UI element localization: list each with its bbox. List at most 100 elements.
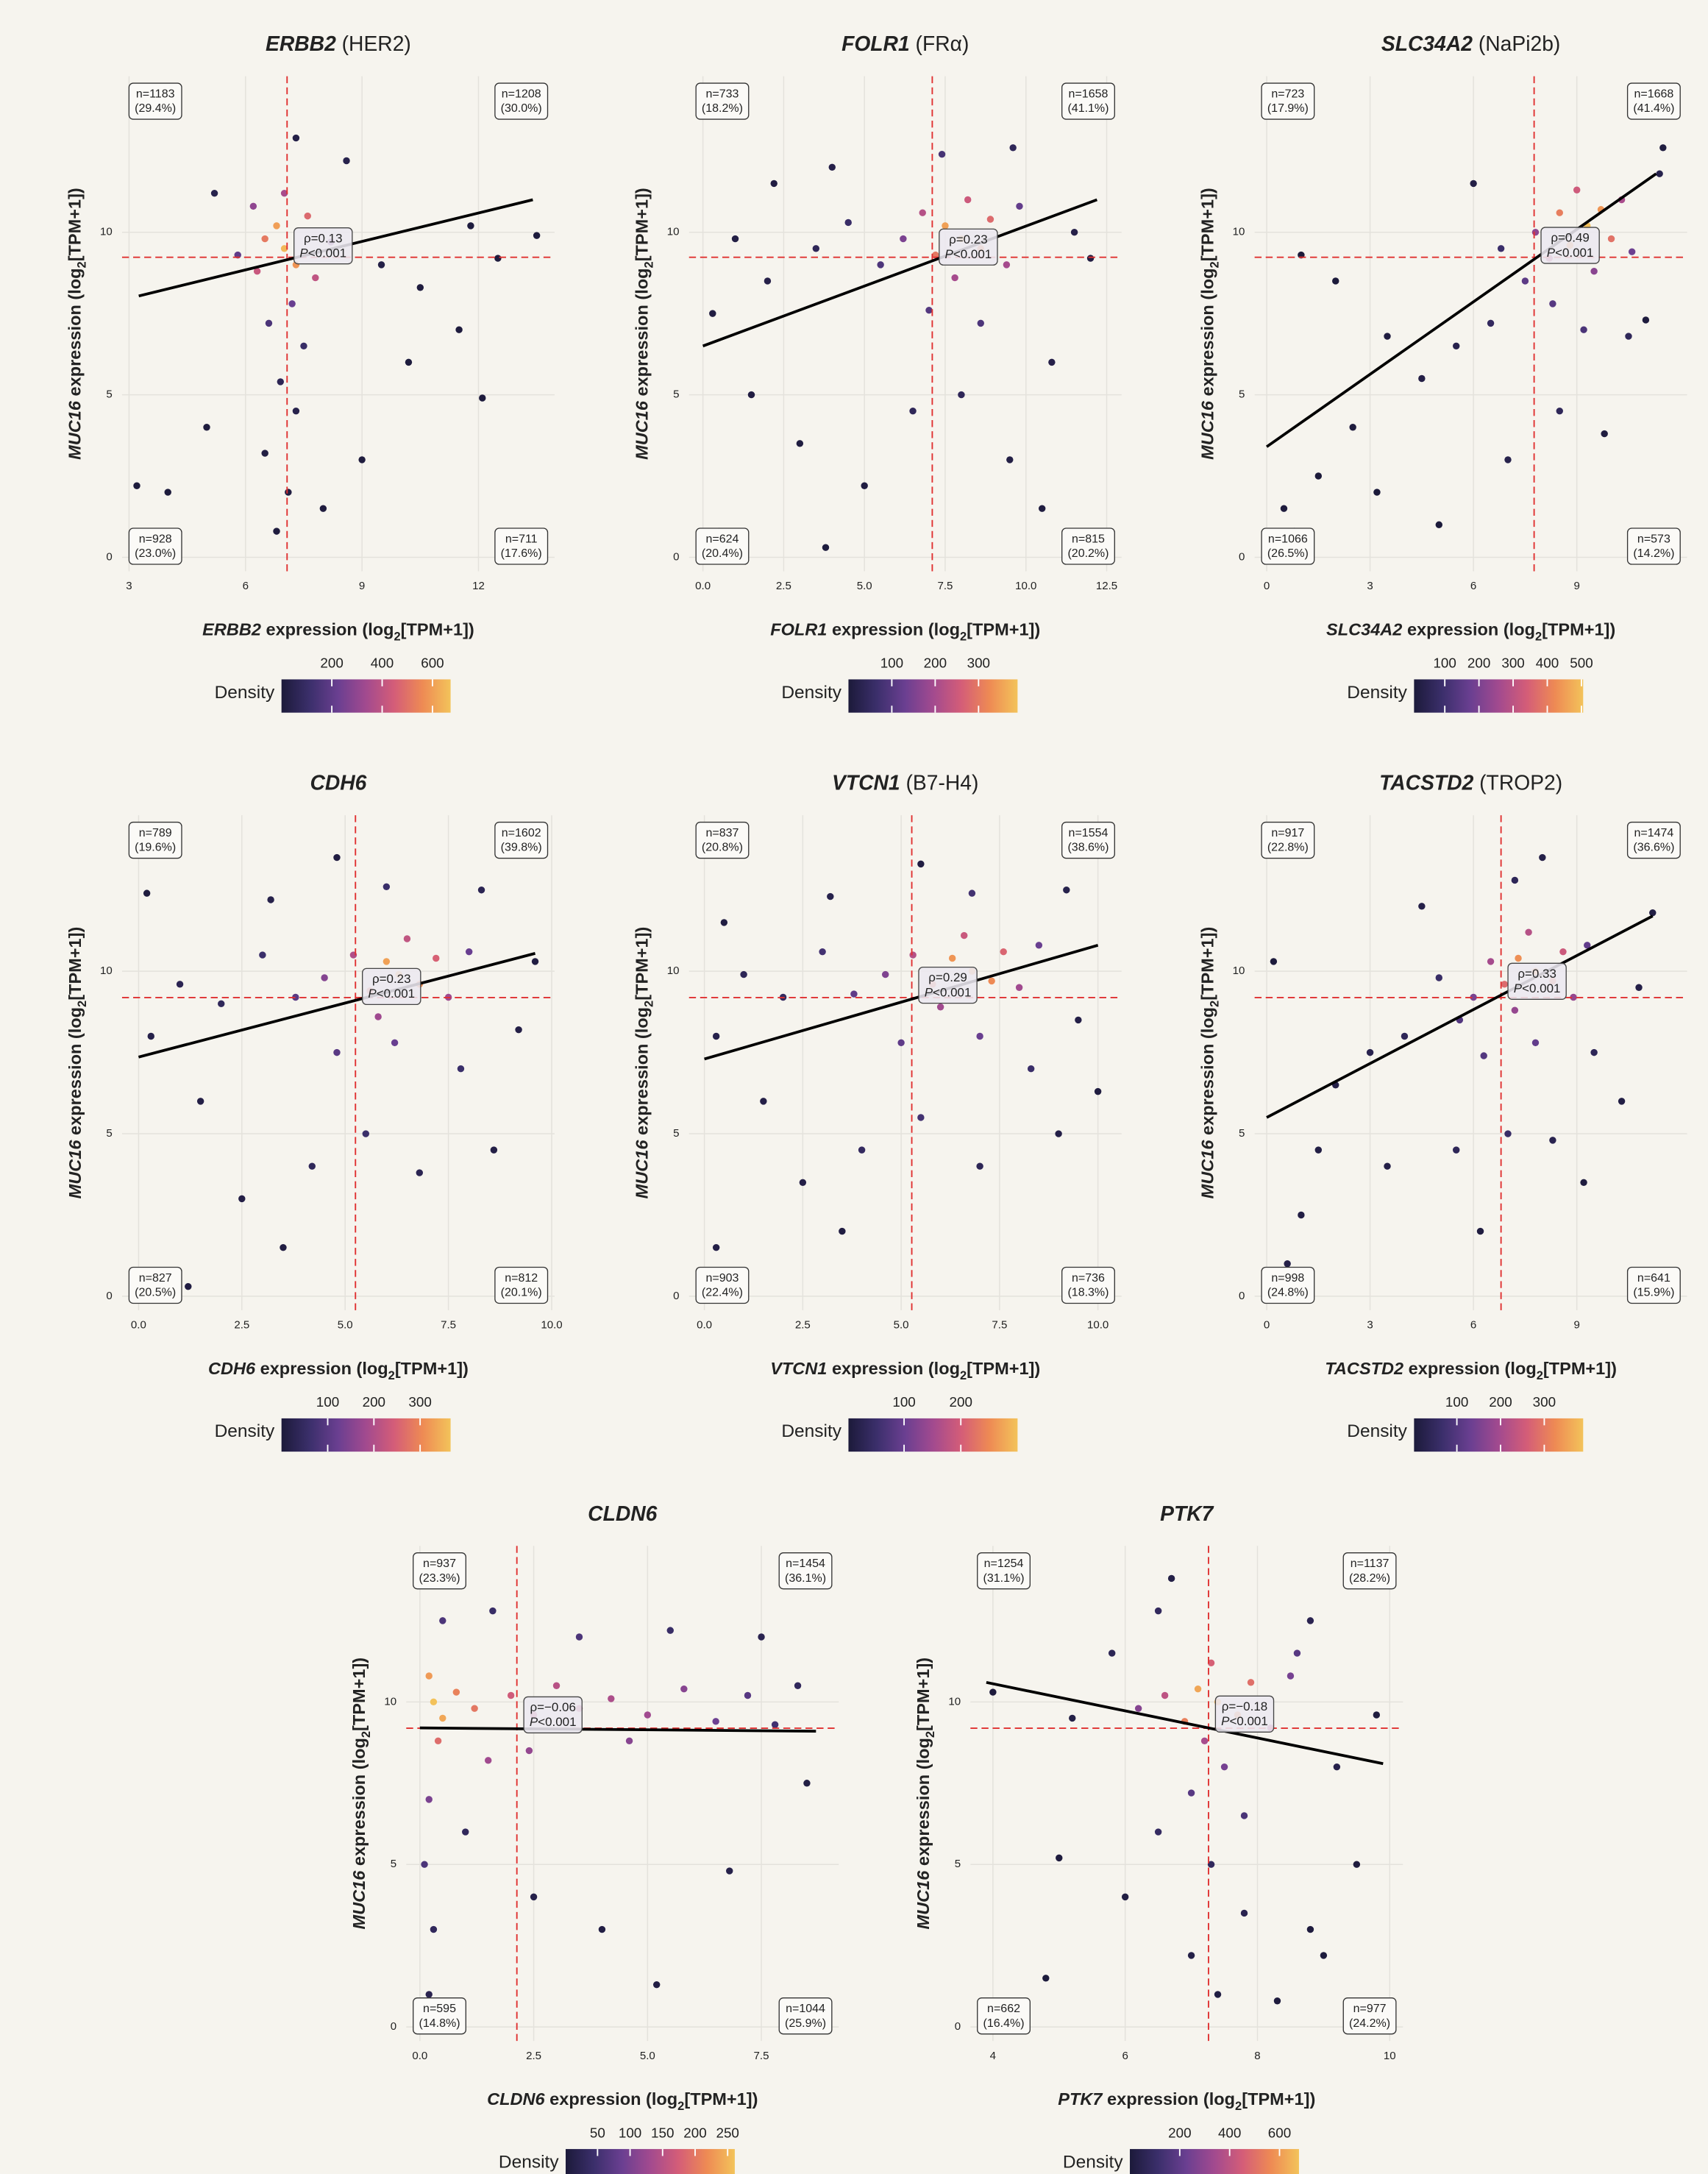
quadrant-count: n=595	[423, 2003, 456, 2015]
axis-label-text: expression (log	[1198, 268, 1217, 401]
y-tick-label: 5	[1239, 1127, 1245, 1140]
stat-box	[523, 1696, 583, 1734]
quadrant-count: n=917	[1271, 827, 1304, 839]
point	[608, 1695, 615, 1702]
point	[819, 948, 826, 956]
title-protein: (NaPi2b)	[1479, 32, 1560, 56]
stat-p-letter: P	[945, 248, 954, 262]
axis-label-text: expression (log	[1403, 1359, 1537, 1378]
point	[1094, 1087, 1102, 1095]
stat-p-letter: P	[299, 246, 308, 260]
y-tick-label: 5	[1239, 388, 1245, 401]
quadrant-percent: (23.3%)	[419, 1572, 460, 1585]
y-tick-label: 10	[1233, 226, 1245, 238]
quadrant-box	[1342, 1552, 1397, 1590]
point	[1187, 1952, 1195, 1959]
quadrant-count: n=812	[505, 1272, 538, 1285]
axis-label: ERBB2 expression (log2[TPM+1])	[202, 620, 474, 644]
quadrant-box	[695, 821, 750, 859]
stat-rho: ρ=−0.18	[1222, 1699, 1267, 1713]
point	[1511, 1006, 1519, 1014]
x-tick-label: 10	[1384, 2050, 1396, 2062]
point	[1539, 853, 1546, 862]
point	[858, 1146, 866, 1154]
point	[265, 319, 273, 327]
axis-label-sub: 2	[643, 1001, 656, 1007]
quadrant-count: n=937	[423, 1557, 456, 1570]
x-tick-label: 3	[1367, 580, 1373, 592]
quadrant-count: n=1554	[1069, 827, 1109, 839]
point	[1418, 374, 1426, 383]
point	[1273, 1997, 1281, 2005]
stat-box	[1507, 962, 1567, 1000]
x-tick-label: 6	[1470, 580, 1476, 592]
point	[430, 1925, 438, 1933]
title-space	[900, 771, 906, 795]
quadrant-box	[695, 82, 750, 120]
quadrant-box	[1626, 82, 1681, 120]
y-tick-label: 10	[100, 226, 113, 238]
point	[280, 1243, 287, 1251]
axis-label: MUC16 expression (log2[TPM+1])	[65, 927, 89, 1199]
point	[1501, 981, 1509, 988]
axis-label-text: [TPM+1])	[1542, 620, 1615, 639]
point	[1035, 942, 1043, 949]
point	[796, 440, 804, 447]
x-tick-label: 6	[1122, 2050, 1128, 2062]
axis-label: MUC16 expression (log2[TPM+1])	[1198, 927, 1222, 1199]
point	[1525, 928, 1532, 936]
point	[261, 450, 268, 457]
point	[462, 1828, 469, 1836]
panel-title: CLDN6	[588, 1502, 657, 1525]
point	[377, 261, 385, 269]
stat-p-value: <0.001	[933, 986, 971, 1000]
axis-label-gene: TACSTD2	[1325, 1359, 1403, 1378]
point	[1373, 489, 1381, 496]
point	[1134, 1705, 1142, 1712]
point	[267, 896, 274, 903]
point	[484, 1757, 492, 1764]
colorbar-tick-label: 200	[363, 1394, 385, 1410]
point	[1154, 1607, 1162, 1615]
point	[490, 1146, 498, 1154]
point	[598, 1925, 606, 1933]
quadrant-percent: (20.1%)	[501, 1287, 542, 1299]
point	[1435, 974, 1443, 981]
point	[416, 284, 424, 291]
point	[1069, 1714, 1076, 1722]
point	[1628, 248, 1636, 255]
y-tick-label: 5	[673, 1127, 679, 1140]
point	[494, 255, 502, 262]
axis-label-sub: 2	[1209, 261, 1222, 268]
point	[210, 189, 218, 197]
point	[1504, 1130, 1512, 1137]
point	[489, 1607, 497, 1615]
stat-p-value: <0.001	[1522, 982, 1560, 996]
point	[1332, 277, 1339, 285]
quadrant-box	[1061, 1266, 1115, 1304]
title-space	[1473, 32, 1479, 56]
colorbar	[281, 679, 451, 713]
y-tick-label: 10	[667, 965, 680, 977]
quadrant-box	[494, 527, 549, 565]
point	[1349, 424, 1356, 431]
quadrant-count: n=1137	[1351, 1557, 1389, 1570]
point	[280, 245, 288, 252]
axis-label-text: expression (log	[65, 1007, 85, 1140]
point	[1573, 186, 1581, 193]
point	[712, 1718, 719, 1725]
point	[827, 892, 834, 900]
point	[712, 1032, 720, 1040]
quadrant-percent: (14.2%)	[1633, 547, 1674, 560]
quadrant-count: n=1183	[136, 88, 175, 100]
quadrant-percent: (24.8%)	[1267, 1287, 1309, 1299]
axis-label-text: expression (log	[827, 620, 960, 639]
point	[280, 189, 288, 197]
point	[1659, 144, 1667, 152]
axis-label-text: expression (log	[255, 1359, 388, 1378]
axis-label-gene: VTCN1	[770, 1359, 827, 1378]
point	[1306, 1925, 1314, 1933]
point	[897, 1039, 905, 1047]
point	[1009, 144, 1017, 152]
x-tick-label: 9	[359, 580, 365, 592]
